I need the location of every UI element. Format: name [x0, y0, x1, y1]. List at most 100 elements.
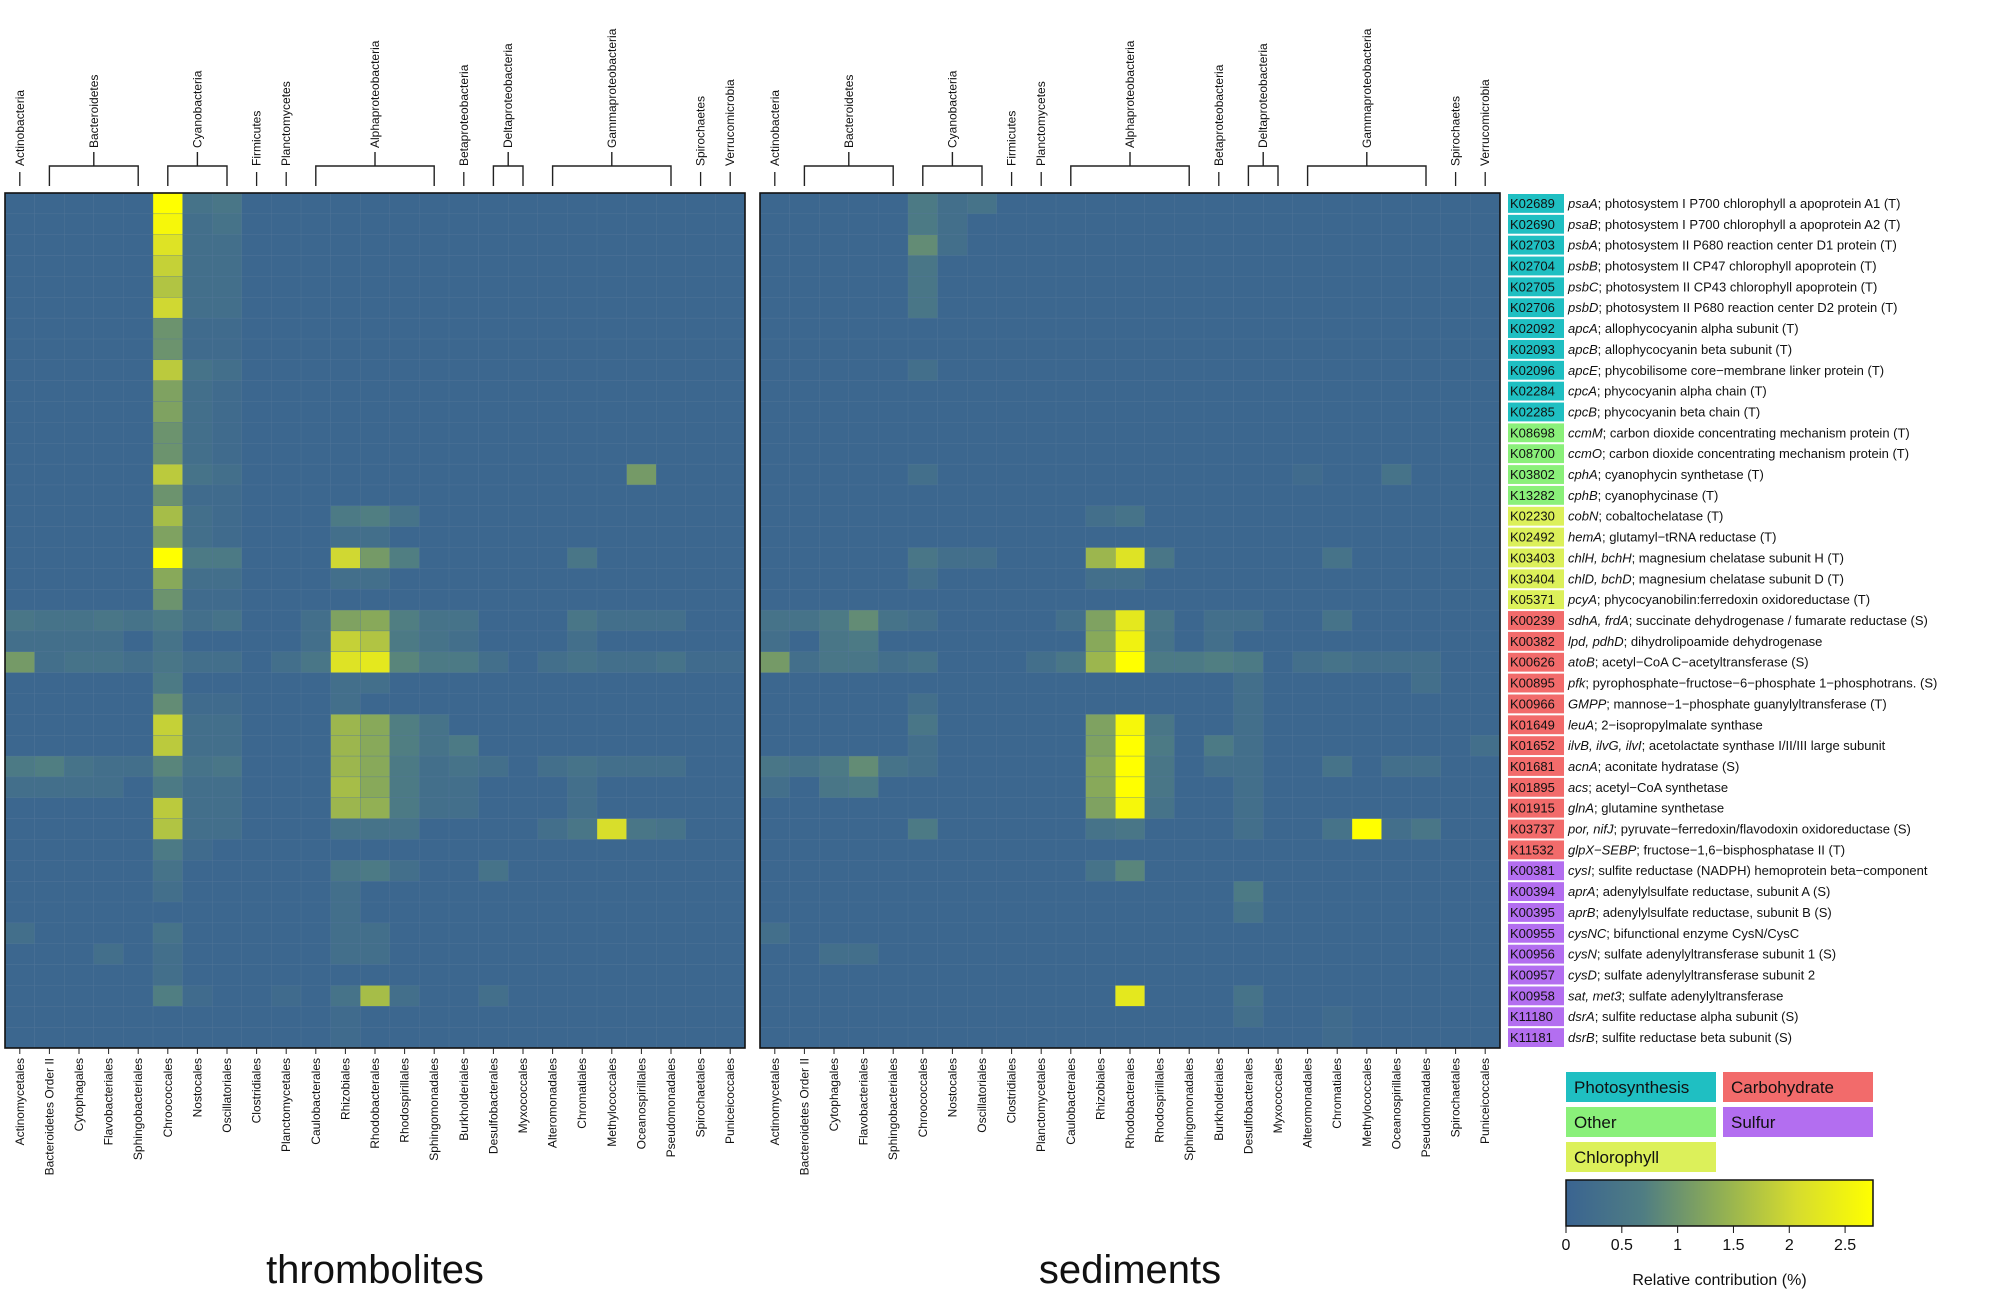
heatmap-cell — [656, 192, 687, 215]
gene-desc: ; photosystem II P680 reaction center D2… — [1598, 300, 1897, 315]
heatmap-cell — [789, 359, 820, 382]
heatmap-cell — [4, 526, 36, 548]
heatmap-cell — [685, 443, 716, 465]
heatmap-cell — [967, 943, 998, 966]
heatmap-cell — [715, 401, 746, 423]
heatmap-cell — [1026, 776, 1057, 799]
ko-id: K00957 — [1510, 968, 1555, 983]
heatmap-cell — [1115, 276, 1146, 298]
heatmap-cell — [1263, 693, 1294, 715]
heatmap-cell — [300, 797, 332, 820]
heatmap-cell — [1174, 401, 1205, 423]
heatmap-cell — [300, 338, 332, 361]
heatmap-cell — [64, 964, 95, 986]
heatmap-cell — [1411, 985, 1442, 1007]
heatmap-cell — [182, 630, 213, 653]
gene-desc: ; carbon dioxide concentrating mechanism… — [1602, 446, 1909, 461]
heatmap-cell — [848, 401, 879, 423]
gene-row-label: K11180 dsrA; sulfite reductase alpha subu… — [1508, 1007, 1799, 1027]
heatmap-cell — [759, 526, 791, 548]
heatmap-cell — [685, 317, 716, 340]
ko-category-swatch — [1508, 506, 1564, 526]
heatmap-cell — [1144, 234, 1175, 257]
heatmap-cell — [759, 338, 791, 361]
heatmap-cell — [567, 443, 598, 465]
colorbar-tick-label: 2.5 — [1834, 1237, 1856, 1254]
heatmap-cell — [937, 526, 968, 548]
gene-desc: ; glutamine synthetase — [1594, 801, 1724, 816]
heatmap-cell — [271, 735, 302, 757]
heatmap-cell — [1470, 1026, 1501, 1049]
heatmap-cell — [241, 922, 272, 945]
heatmap-cell — [656, 234, 687, 257]
gene-name: psbA — [1567, 238, 1598, 253]
heatmap-cell — [300, 401, 332, 423]
heatmap-cell — [389, 338, 420, 361]
heatmap-cell — [271, 443, 302, 465]
heatmap-cell — [152, 818, 184, 840]
heatmap-cell — [360, 526, 391, 548]
heatmap-cell — [478, 985, 509, 1007]
heatmap-cell — [1322, 255, 1353, 277]
order-label: Myxococcales — [516, 1058, 530, 1133]
heatmap-cell — [1263, 672, 1294, 694]
heatmap-cell — [360, 630, 391, 653]
gene-row-label: K02284 cpcA; phycocyanin alpha chain (T) — [1508, 381, 1767, 401]
heatmap-cell — [1085, 651, 1116, 674]
heatmap-cell — [1115, 964, 1146, 986]
heatmap-cell — [152, 985, 184, 1007]
heatmap-cell — [4, 380, 36, 403]
heatmap-cell — [389, 1006, 420, 1028]
colorbar-tick-label: 1 — [1673, 1237, 1682, 1254]
heatmap-cell — [626, 964, 657, 986]
heatmap-cell — [1203, 526, 1235, 548]
heatmap-cell — [271, 672, 302, 694]
heatmap-cell — [626, 776, 657, 799]
heatmap-cell — [64, 943, 95, 966]
heatmap-cell — [937, 484, 968, 507]
heatmap-cell — [1292, 463, 1323, 486]
heatmap-cell — [330, 964, 361, 986]
heatmap-cell — [1470, 276, 1501, 298]
heatmap-cell — [967, 714, 998, 736]
heatmap-cell — [271, 276, 302, 298]
order-label: Rhodospirillales — [1153, 1058, 1167, 1143]
heatmap-cell — [1055, 276, 1087, 298]
heatmap-cell — [937, 1026, 968, 1049]
heatmap-cell — [241, 630, 272, 653]
heatmap-cell — [1263, 860, 1294, 882]
heatmap-cell — [478, 380, 509, 403]
heatmap-cell — [300, 735, 332, 757]
order-label: Flavobacteriales — [102, 1058, 116, 1145]
heatmap-cell — [1203, 192, 1235, 215]
heatmap-cell — [1292, 505, 1323, 528]
heatmap-cell — [567, 568, 598, 590]
heatmap-cell — [759, 818, 791, 840]
heatmap-cell — [182, 693, 213, 715]
heatmap-cell — [878, 276, 909, 298]
heatmap-cell — [1440, 192, 1471, 215]
heatmap-cell — [789, 338, 820, 361]
heatmap-cell — [1144, 463, 1175, 486]
heatmap-cell — [389, 213, 420, 236]
heatmap-cell — [1085, 422, 1116, 444]
heatmap-cell — [1203, 755, 1235, 778]
heatmap-cell — [1174, 922, 1205, 945]
heatmap-cell — [152, 609, 184, 632]
ko-id: K02704 — [1510, 258, 1555, 273]
heatmap-cell — [907, 943, 939, 966]
heatmap-cell — [1292, 317, 1323, 340]
ko-category-swatch — [1508, 777, 1564, 797]
heatmap-cell — [1203, 839, 1235, 861]
heatmap-cell — [300, 297, 332, 319]
heatmap-cell — [508, 568, 539, 590]
heatmap-cell — [907, 985, 939, 1007]
heatmap-cell — [937, 735, 968, 757]
heatmap-cell — [152, 297, 184, 319]
phylum-label: Bacteroidetes — [87, 75, 101, 148]
heatmap-cell — [1055, 693, 1087, 715]
heatmap-cell — [819, 672, 850, 694]
panel-title: thrombolites — [266, 1248, 484, 1290]
gene-row-label: K02096 apcE; phycobilisome core−membrane … — [1508, 360, 1884, 380]
gene-desc: ; succinate dehydrogenase / fumarate red… — [1629, 613, 1928, 628]
